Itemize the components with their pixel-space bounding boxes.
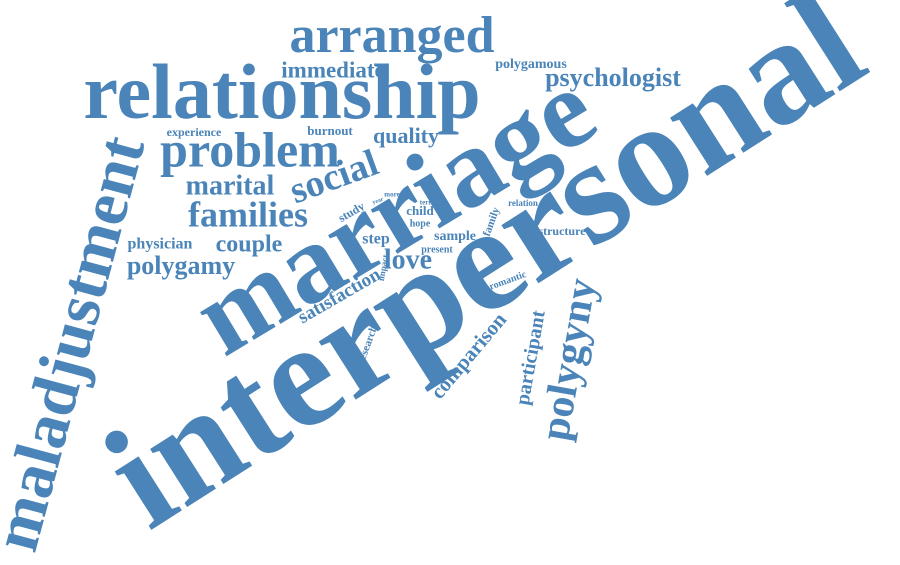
word: relationship <box>83 48 480 135</box>
word: sample <box>434 229 476 244</box>
word: relation <box>508 198 538 208</box>
word: impact <box>376 254 390 282</box>
word: love <box>384 244 432 275</box>
word: psychologist <box>545 63 681 92</box>
word: families <box>188 194 308 234</box>
word: child <box>406 203 434 218</box>
word: burnout <box>307 123 353 138</box>
word: problem <box>160 121 340 177</box>
word: polygamy <box>127 251 235 280</box>
word: step <box>362 231 390 248</box>
word: arranged <box>289 7 494 64</box>
word: present <box>421 244 453 255</box>
word: polygamous <box>495 57 567 72</box>
word: physician <box>128 236 193 253</box>
word: experience <box>167 125 222 139</box>
word: immediate <box>281 57 384 82</box>
word: couple <box>216 232 283 258</box>
word: term <box>420 199 435 207</box>
word: marital <box>186 170 275 201</box>
word: hope <box>410 218 431 229</box>
word: year <box>372 196 385 206</box>
word: structure <box>538 224 586 238</box>
word: quality <box>373 123 439 148</box>
word: more <box>384 191 399 199</box>
